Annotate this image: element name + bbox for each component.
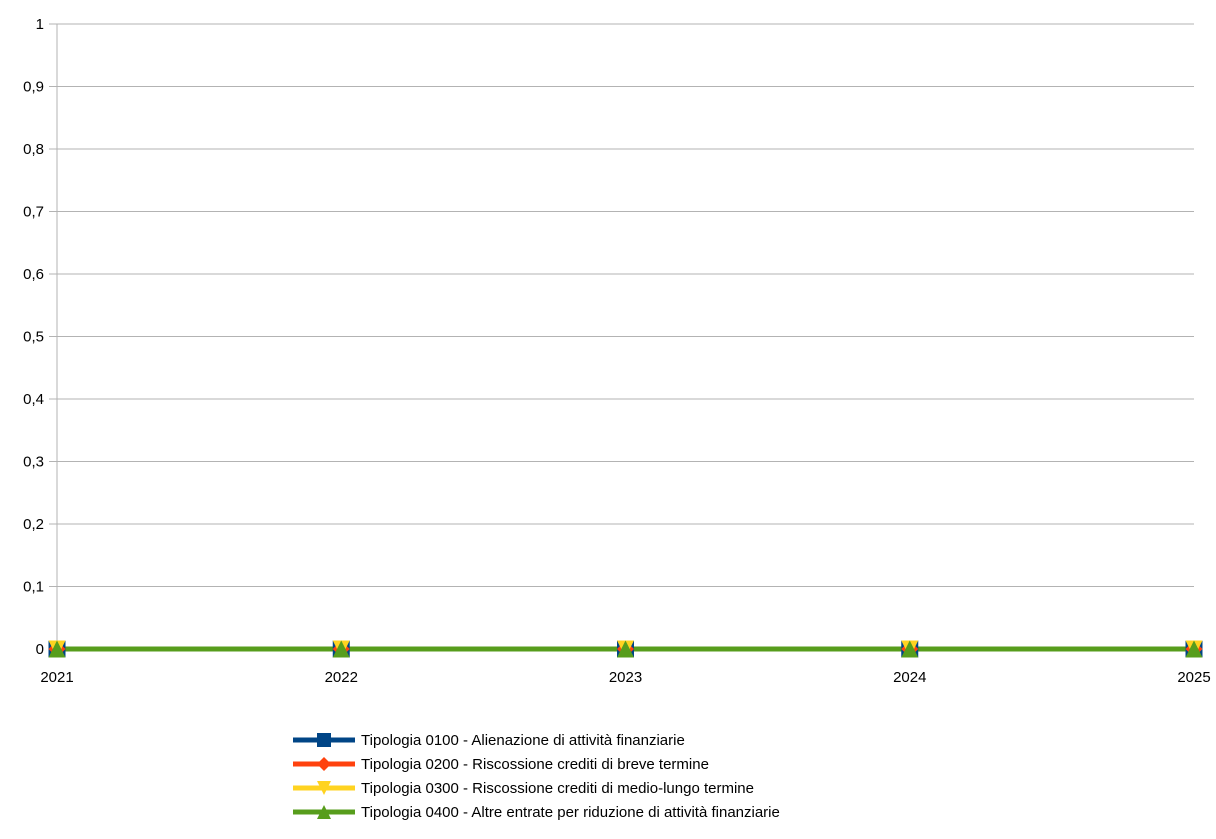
- legend-entry: Tipologia 0100 - Alienazione di attività…: [293, 732, 685, 749]
- x-tick-label: 2023: [609, 669, 642, 686]
- legend-label: Tipologia 0400 - Altre entrate per riduz…: [361, 804, 780, 821]
- legend-entry: Tipologia 0300 - Riscossione crediti di …: [293, 780, 754, 797]
- series-4-point: [48, 640, 66, 658]
- legend-swatch-marker: [317, 805, 331, 819]
- x-tick-label: 2022: [325, 669, 358, 686]
- series-4-point: [332, 640, 350, 658]
- y-tick-label: 0,1: [23, 579, 44, 596]
- y-axis-tick-labels: 0 0,1 0,2 0,3 0,4 0,5 0,6 0,7 0,8 0,9 1: [23, 16, 44, 658]
- y-tick-label: 0,4: [23, 391, 44, 408]
- x-tick-label: 2021: [40, 669, 73, 686]
- legend-swatch-marker: [317, 781, 331, 795]
- axes: [49, 23, 1195, 657]
- legend-entry: Tipologia 0400 - Altre entrate per riduz…: [293, 804, 780, 821]
- series-4-point: [1185, 640, 1203, 658]
- legend-swatch-marker: [317, 733, 331, 747]
- y-tick-label: 0,5: [23, 329, 44, 346]
- legend-label: Tipologia 0100 - Alienazione di attività…: [361, 732, 685, 749]
- y-tick-label: 0,6: [23, 266, 44, 283]
- legend-label: Tipologia 0200 - Riscossione crediti di …: [361, 756, 709, 773]
- y-tick-label: 0,8: [23, 141, 44, 158]
- y-tick-label: 1: [36, 16, 44, 33]
- legend-entry: Tipologia 0200 - Riscossione crediti di …: [293, 756, 709, 773]
- y-tick-label: 0,9: [23, 79, 44, 96]
- legend-label: Tipologia 0300 - Riscossione crediti di …: [361, 780, 754, 797]
- y-tick-label: 0,2: [23, 516, 44, 533]
- legend: Tipologia 0100 - Alienazione di attività…: [293, 732, 780, 821]
- y-tick-label: 0: [36, 641, 44, 658]
- series-4-point: [617, 640, 634, 658]
- series-markers: [48, 640, 1203, 658]
- x-tick-label: 2025: [1177, 669, 1210, 686]
- y-tick-label: 0,7: [23, 204, 44, 221]
- grid-lines: [57, 23, 1194, 650]
- x-axis-tick-labels: 2021 2022 2023 2024 2025: [40, 669, 1210, 686]
- x-tick-label: 2024: [893, 669, 926, 686]
- series-4-point: [901, 640, 919, 658]
- y-tick-label: 0,3: [23, 454, 44, 471]
- legend-swatch-marker: [317, 757, 331, 771]
